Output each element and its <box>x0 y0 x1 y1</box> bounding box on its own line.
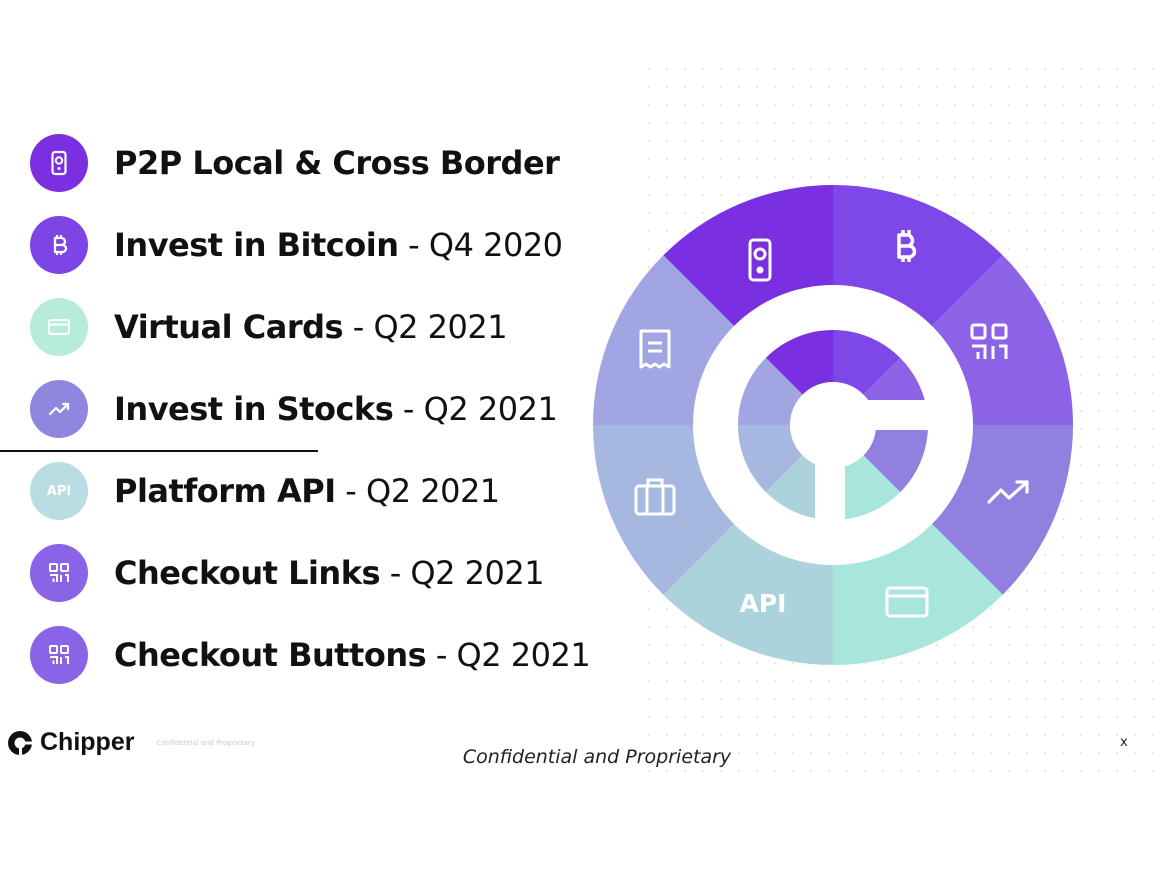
feature-name: Invest in Stocks <box>114 390 394 428</box>
phone-icon <box>51 150 67 176</box>
wheel-inner-segment-bitcoin <box>833 330 901 395</box>
chipper-logo: Chipper Confidential and Proprietary <box>6 728 255 757</box>
feature-row-api: API Platform API - Q2 2021 <box>30 462 590 520</box>
feature-label: Checkout Buttons - Q2 2021 <box>114 636 591 674</box>
feature-list: P2P Local & Cross Border Invest in Bitco… <box>30 134 591 708</box>
feature-name: Platform API <box>114 472 336 510</box>
wheel-center <box>790 382 876 468</box>
feature-name: Invest in Bitcoin <box>114 226 399 264</box>
qr-code-icon <box>49 563 69 582</box>
feature-badge: API <box>30 462 88 520</box>
wheel-inner-segment-receipt <box>738 357 803 425</box>
feature-label: Invest in Stocks - Q2 2021 <box>114 390 558 428</box>
feature-row-checkout-buttons: Checkout Buttons - Q2 2021 <box>30 626 591 684</box>
bitcoin-icon <box>53 235 68 255</box>
logo-wordmark: Chipper <box>40 728 135 756</box>
feature-label: P2P Local & Cross Border <box>114 144 560 182</box>
product-wheel: API <box>593 185 1073 665</box>
feature-label: Invest in Bitcoin - Q4 2020 <box>114 226 563 264</box>
qr-code-icon <box>970 323 1008 359</box>
feature-row-stocks: Invest in Stocks - Q2 2021 <box>30 380 590 438</box>
feature-label: Checkout Links - Q2 2021 <box>114 554 545 592</box>
wheel-inner-segment-card <box>833 455 901 520</box>
wheel-inner-segment-trend-up <box>863 425 928 493</box>
feature-label: Virtual Cards - Q2 2021 <box>114 308 508 346</box>
trend-up-icon <box>987 480 1029 504</box>
feature-badge <box>30 298 88 356</box>
card-icon <box>48 319 70 335</box>
wheel-stem-gap <box>815 435 845 525</box>
feature-row-p2p: P2P Local & Cross Border <box>30 134 590 192</box>
page-marker: x <box>1120 735 1128 750</box>
feature-row-virtual-cards: Virtual Cards - Q2 2021 <box>30 298 590 356</box>
bitcoin-icon <box>897 230 917 262</box>
footer-small-note: Confidential and Proprietary <box>156 738 255 747</box>
footer-confidential: Confidential and Proprietary <box>462 746 732 768</box>
phone-icon <box>748 238 772 282</box>
feature-name: Checkout Buttons <box>114 636 427 674</box>
feature-date: - Q2 2021 <box>380 554 545 592</box>
feature-date: - Q2 2021 <box>335 472 500 510</box>
wheel-inner-segment-briefcase <box>738 425 803 493</box>
feature-label: Platform API - Q2 2021 <box>114 472 500 510</box>
feature-name: P2P Local & Cross Border <box>114 144 560 182</box>
feature-row-bitcoin: Invest in Bitcoin - Q4 2020 <box>30 216 590 274</box>
briefcase-icon <box>634 478 676 516</box>
feature-badge <box>30 380 88 438</box>
feature-badge <box>30 544 88 602</box>
feature-date: - Q2 2021 <box>426 636 591 674</box>
divider-line <box>0 450 318 452</box>
feature-date: - Q4 2020 <box>398 226 563 264</box>
feature-date: - Q2 2021 <box>393 390 558 428</box>
api-icon: API <box>740 589 787 618</box>
chipper-logo-icon <box>8 730 32 755</box>
qr-code-icon <box>49 645 69 664</box>
feature-badge <box>30 626 88 684</box>
api-icon: API <box>46 483 72 499</box>
wheel-slot-gap <box>863 400 933 430</box>
feature-badge <box>30 134 88 192</box>
trend-up-icon <box>48 402 70 416</box>
feature-badge <box>30 216 88 274</box>
wheel-inner-segment-phone <box>765 330 833 395</box>
card-icon <box>885 586 929 618</box>
feature-row-checkout-links: Checkout Links - Q2 2021 <box>30 544 590 602</box>
receipt-icon <box>639 329 671 369</box>
feature-date: - Q2 2021 <box>343 308 508 346</box>
feature-name: Checkout Links <box>114 554 381 592</box>
feature-name: Virtual Cards <box>114 308 344 346</box>
